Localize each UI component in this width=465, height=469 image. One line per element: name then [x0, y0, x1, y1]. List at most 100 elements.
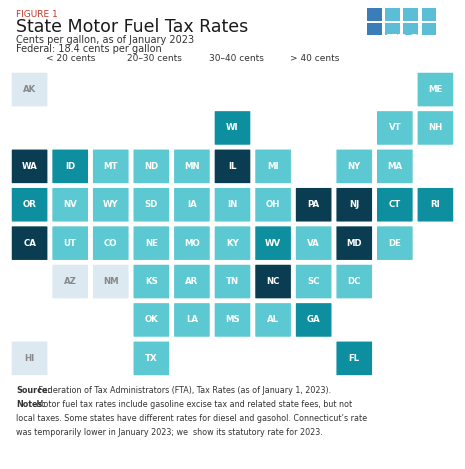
FancyBboxPatch shape — [254, 264, 292, 300]
FancyBboxPatch shape — [132, 187, 170, 223]
Text: TN: TN — [226, 277, 239, 286]
Text: NM: NM — [103, 277, 119, 286]
Bar — [403, 23, 418, 36]
FancyBboxPatch shape — [335, 264, 373, 300]
FancyBboxPatch shape — [295, 225, 333, 261]
FancyBboxPatch shape — [173, 302, 211, 338]
Text: CA: CA — [23, 239, 36, 248]
Text: MN: MN — [184, 162, 200, 171]
FancyBboxPatch shape — [335, 225, 373, 261]
Text: IL: IL — [228, 162, 237, 171]
FancyBboxPatch shape — [173, 264, 211, 300]
Text: MS: MS — [225, 316, 240, 325]
Text: FL: FL — [349, 354, 360, 363]
Text: Federation of Tax Administrators (FTA), Tax Rates (as of January 1, 2023).: Federation of Tax Administrators (FTA), … — [36, 386, 332, 394]
Text: AL: AL — [267, 316, 279, 325]
FancyBboxPatch shape — [213, 264, 252, 300]
Text: DC: DC — [347, 277, 361, 286]
FancyBboxPatch shape — [173, 187, 211, 223]
Text: PA: PA — [308, 200, 320, 209]
Text: TPC: TPC — [387, 34, 420, 49]
FancyBboxPatch shape — [213, 302, 252, 338]
Bar — [403, 8, 418, 21]
Text: NE: NE — [145, 239, 158, 248]
FancyBboxPatch shape — [51, 264, 89, 300]
FancyBboxPatch shape — [51, 148, 89, 184]
FancyBboxPatch shape — [416, 110, 454, 146]
Text: ME: ME — [428, 85, 443, 94]
Text: VT: VT — [389, 123, 401, 132]
Text: Source:: Source: — [16, 386, 51, 394]
FancyBboxPatch shape — [335, 187, 373, 223]
FancyBboxPatch shape — [376, 187, 414, 223]
Text: Motor fuel tax rates include gasoline excise tax and related state fees, but not: Motor fuel tax rates include gasoline ex… — [33, 400, 352, 408]
FancyBboxPatch shape — [11, 225, 49, 261]
Text: AK: AK — [23, 85, 36, 94]
Text: NY: NY — [348, 162, 361, 171]
Text: local taxes. Some states have different rates for diesel and gasohol. Connecticu: local taxes. Some states have different … — [16, 414, 367, 423]
Text: FIGURE 1: FIGURE 1 — [16, 10, 58, 19]
Text: TX: TX — [145, 354, 158, 363]
Text: < 20 cents: < 20 cents — [46, 54, 95, 63]
Text: MI: MI — [267, 162, 279, 171]
Text: HI: HI — [25, 354, 35, 363]
Bar — [385, 23, 400, 36]
FancyBboxPatch shape — [11, 187, 49, 223]
Text: OK: OK — [145, 316, 158, 325]
Text: MT: MT — [104, 162, 118, 171]
Text: Cents per gallon, as of January 2023: Cents per gallon, as of January 2023 — [16, 35, 194, 45]
FancyBboxPatch shape — [173, 148, 211, 184]
FancyBboxPatch shape — [254, 187, 292, 223]
Bar — [385, 8, 400, 21]
Text: 20–30 cents: 20–30 cents — [127, 54, 182, 63]
Text: DE: DE — [388, 239, 401, 248]
FancyBboxPatch shape — [132, 264, 170, 300]
FancyBboxPatch shape — [92, 225, 130, 261]
FancyBboxPatch shape — [213, 148, 252, 184]
Text: IA: IA — [187, 200, 197, 209]
Text: NV: NV — [63, 200, 77, 209]
Text: IN: IN — [227, 200, 238, 209]
Text: SC: SC — [307, 277, 320, 286]
Text: WV: WV — [265, 239, 281, 248]
Text: MA: MA — [387, 162, 402, 171]
Text: UT: UT — [64, 239, 77, 248]
Text: ND: ND — [144, 162, 159, 171]
Text: 30–40 cents: 30–40 cents — [209, 54, 264, 63]
FancyBboxPatch shape — [11, 340, 49, 377]
Bar — [367, 8, 382, 21]
Text: Federal: 18.4 cents per gallon: Federal: 18.4 cents per gallon — [16, 44, 162, 54]
FancyBboxPatch shape — [132, 302, 170, 338]
Text: KS: KS — [145, 277, 158, 286]
Text: CO: CO — [104, 239, 118, 248]
FancyBboxPatch shape — [295, 264, 333, 300]
Text: NJ: NJ — [349, 200, 359, 209]
FancyBboxPatch shape — [376, 148, 414, 184]
FancyBboxPatch shape — [254, 302, 292, 338]
Text: KY: KY — [226, 239, 239, 248]
Bar — [367, 23, 382, 36]
Text: WI: WI — [226, 123, 239, 132]
Text: WY: WY — [103, 200, 119, 209]
FancyBboxPatch shape — [376, 225, 414, 261]
Text: > 40 cents: > 40 cents — [290, 54, 339, 63]
Text: OH: OH — [266, 200, 280, 209]
FancyBboxPatch shape — [416, 71, 454, 107]
Bar — [421, 8, 436, 21]
Text: NH: NH — [428, 123, 443, 132]
FancyBboxPatch shape — [11, 71, 49, 107]
FancyBboxPatch shape — [51, 187, 89, 223]
FancyBboxPatch shape — [92, 187, 130, 223]
FancyBboxPatch shape — [213, 225, 252, 261]
Text: MO: MO — [184, 239, 200, 248]
FancyBboxPatch shape — [335, 340, 373, 377]
Text: State Motor Fuel Tax Rates: State Motor Fuel Tax Rates — [16, 18, 248, 36]
FancyBboxPatch shape — [132, 225, 170, 261]
Text: GA: GA — [307, 316, 320, 325]
FancyBboxPatch shape — [335, 148, 373, 184]
FancyBboxPatch shape — [132, 340, 170, 377]
FancyBboxPatch shape — [295, 302, 333, 338]
FancyBboxPatch shape — [213, 187, 252, 223]
Text: RI: RI — [431, 200, 440, 209]
Text: MD: MD — [346, 239, 362, 248]
